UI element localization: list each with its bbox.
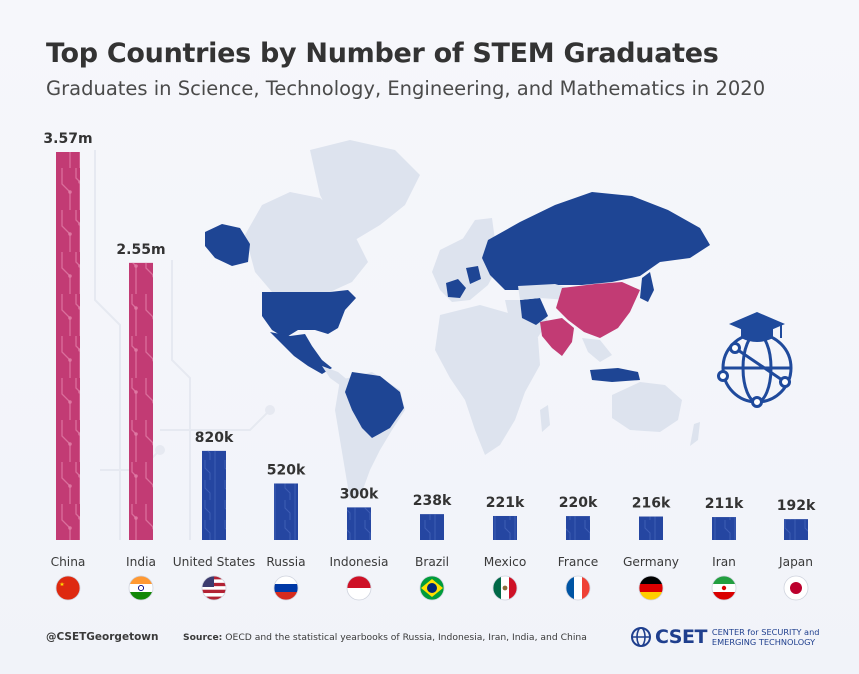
category-labels-group: China India United States Russia Indonesia Br… — [51, 555, 813, 569]
bar-russia — [274, 483, 298, 540]
mexico-flag-icon — [492, 575, 518, 601]
data-label: 300k — [340, 486, 379, 502]
map-alaska — [205, 224, 250, 266]
bar-japan — [784, 519, 808, 540]
cset-logo: CSET CENTER for SECURITY and EMERGING TE… — [630, 624, 819, 650]
map-southeast-asia — [582, 338, 612, 362]
data-label: 220k — [559, 495, 598, 511]
india-flag-icon — [128, 575, 154, 601]
france-flag-icon — [565, 575, 591, 601]
circuit-decoration — [94, 150, 275, 540]
map-australia — [612, 382, 682, 432]
source-note: Source: OECD and the statistical yearboo… — [183, 632, 587, 643]
bar-india — [129, 262, 153, 540]
cset-globe-icon — [631, 627, 651, 647]
germany-flag-icon — [638, 575, 664, 601]
data-label: 520k — [267, 462, 306, 478]
bar-indonesia — [347, 507, 371, 540]
page-subtitle: Graduates in Science, Technology, Engine… — [46, 77, 766, 100]
data-label: 211k — [705, 496, 744, 512]
map-france — [446, 279, 466, 298]
bar-germany — [639, 516, 663, 540]
bar-china — [56, 152, 80, 540]
category-label: India — [126, 555, 156, 569]
category-label: Iran — [712, 555, 736, 569]
flags-group — [55, 575, 809, 601]
data-label: 2.55m — [116, 242, 165, 258]
category-label: Indonesia — [330, 555, 389, 569]
map-germany — [466, 266, 481, 284]
bar-mexico — [493, 515, 517, 540]
map-africa — [435, 305, 540, 455]
source-text: OECD and the statistical yearbooks of Ru… — [222, 632, 587, 643]
source-label: Source: — [183, 632, 223, 643]
map-japan — [640, 272, 654, 302]
map-new-zealand — [690, 422, 700, 446]
category-label: Germany — [623, 555, 679, 569]
indonesia-flag-icon — [346, 575, 372, 601]
china-flag-icon — [55, 575, 81, 601]
data-label: 3.57m — [43, 131, 92, 147]
category-label: Mexico — [484, 555, 527, 569]
brazil-flag-icon — [419, 575, 445, 601]
cset-wordmark: CSET — [655, 626, 707, 648]
world-map — [205, 140, 710, 500]
category-label: Russia — [266, 555, 305, 569]
category-label: United States — [173, 555, 256, 569]
data-label: 221k — [486, 495, 525, 511]
globe-graduation-cap-icon — [717, 312, 793, 408]
bar-iran — [712, 517, 736, 540]
map-usa — [262, 290, 356, 338]
cset-tagline-line2: EMERGING TECHNOLOGY — [711, 637, 816, 647]
bars-group — [56, 152, 808, 540]
data-label: 238k — [413, 493, 452, 509]
category-label: China — [51, 555, 86, 569]
russia-flag-icon — [273, 575, 299, 601]
map-indonesia — [590, 368, 640, 382]
map-russia — [482, 192, 710, 290]
map-india — [540, 318, 574, 356]
map-iran — [520, 298, 548, 325]
data-labels-group: 3.57m 2.55m 820k 520k 300k 238k 221k 220k 216k 21… — [43, 131, 816, 514]
us-flag-icon — [201, 575, 227, 601]
map-china — [556, 282, 640, 338]
cset-tagline: CENTER for SECURITY and EMERGING TECHNOL… — [712, 627, 820, 647]
bar-united-states — [202, 450, 226, 540]
data-label: 192k — [777, 498, 816, 514]
bar-france — [566, 516, 590, 540]
category-label: France — [558, 555, 599, 569]
map-brazil — [345, 372, 404, 438]
data-label: 820k — [195, 430, 234, 446]
map-scandinavia — [462, 218, 495, 252]
map-canada — [245, 192, 368, 292]
category-label: Brazil — [415, 555, 449, 569]
map-mexico — [270, 332, 332, 374]
category-label: Japan — [778, 555, 813, 569]
data-label: 216k — [632, 496, 671, 512]
page-title: Top Countries by Number of STEM Graduate… — [46, 38, 719, 69]
cset-tagline-line1: CENTER for SECURITY and — [711, 627, 820, 637]
iran-flag-icon — [711, 575, 737, 601]
bar-brazil — [420, 514, 444, 540]
japan-flag-icon — [783, 575, 809, 601]
social-handle: @CSETGeorgetown — [46, 631, 159, 643]
map-madagascar — [540, 405, 550, 432]
